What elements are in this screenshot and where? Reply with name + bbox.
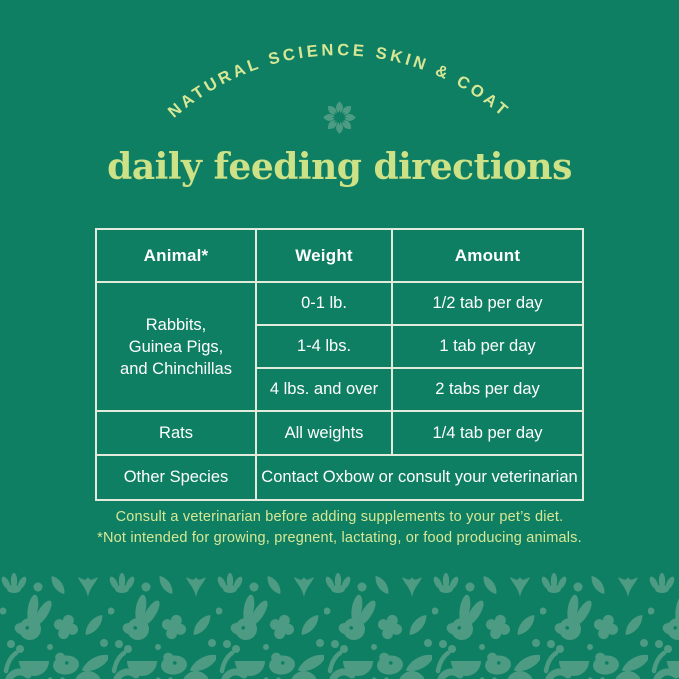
cell-weight: 0-1 lb. (255, 281, 393, 326)
footnote: Consult a veterinarian before adding sup… (0, 507, 679, 548)
cell-amount: 1/4 tab per day (391, 410, 584, 456)
cell-amount: 1/2 tab per day (391, 281, 584, 326)
feeding-table: Animal* Weight Amount Rabbits, Guinea Pi… (95, 228, 584, 501)
table-row: Other Species Contact Oxbow or consult y… (95, 454, 584, 501)
cell-animal-rats: Rats (95, 410, 257, 456)
cell-weight: 4 lbs. and over (255, 367, 393, 412)
table-row: 1-4 lbs. 1 tab per day (96, 324, 584, 369)
table-row: Rats All weights 1/4 tab per day (95, 410, 584, 456)
table-row: 4 lbs. and over 2 tabs per day (96, 367, 584, 412)
star-cutout (331, 109, 348, 126)
decorative-pattern-band (0, 573, 679, 679)
cell-other-note: Contact Oxbow or consult your veterinari… (255, 454, 584, 501)
column-header-amount: Amount (391, 228, 584, 283)
rosette-flower-icon (323, 101, 356, 134)
table-row: Rabbits, Guinea Pigs, and Chinchillas 0-… (95, 281, 584, 412)
page-title: daily feeding directions (107, 146, 572, 188)
table-header-row: Animal* Weight Amount (95, 228, 584, 283)
column-header-weight: Weight (255, 228, 393, 283)
footnote-line-1: Consult a veterinarian before adding sup… (115, 509, 564, 525)
footnote-line-2: *Not intended for growing, pregnent, lac… (97, 529, 582, 546)
cell-amount: 1 tab per day (391, 324, 584, 369)
column-header-animal: Animal* (95, 228, 257, 283)
cell-weight: All weights (255, 410, 393, 456)
cell-animal-group: Rabbits, Guinea Pigs, and Chinchillas (95, 281, 257, 412)
cell-animal-other: Other Species (95, 454, 257, 501)
cell-amount: 2 tabs per day (391, 367, 584, 412)
cell-weight: 1-4 lbs. (255, 324, 393, 369)
